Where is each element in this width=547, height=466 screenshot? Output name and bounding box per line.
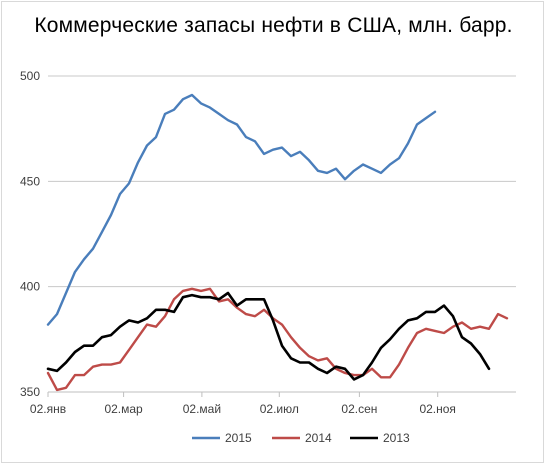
x-tick-label: 02.ноя (419, 402, 455, 416)
x-tick-label: 02.янв (30, 402, 66, 416)
legend: 2015 2014 2013 (192, 431, 410, 445)
series-lines (46, 93, 509, 392)
legend-label-2014: 2014 (305, 431, 332, 445)
y-axis-ticks: 350 400 450 500 (20, 69, 40, 399)
y-tick-label: 400 (20, 280, 40, 294)
y-tick-label: 500 (20, 69, 40, 83)
y-tick-label: 350 (20, 385, 40, 399)
x-tick-label: 02.июл (260, 402, 299, 416)
x-axis-ticks: 02.янв 02.мар 02.май 02.июл 02.сен 02.ноя (30, 392, 456, 416)
series-line-2014 (46, 287, 509, 392)
legend-label-2013: 2013 (383, 431, 410, 445)
x-tick-label: 02.мар (104, 402, 143, 416)
y-tick-label: 450 (20, 174, 40, 188)
x-tick-label: 02.май (183, 402, 221, 416)
series-line-2013 (46, 291, 491, 381)
series-line-2015 (46, 93, 437, 326)
legend-label-2015: 2015 (225, 431, 252, 445)
x-tick-label: 02.сен (341, 402, 377, 416)
chart-title: Коммерческие запасы нефти в США, млн. ба… (34, 14, 513, 37)
